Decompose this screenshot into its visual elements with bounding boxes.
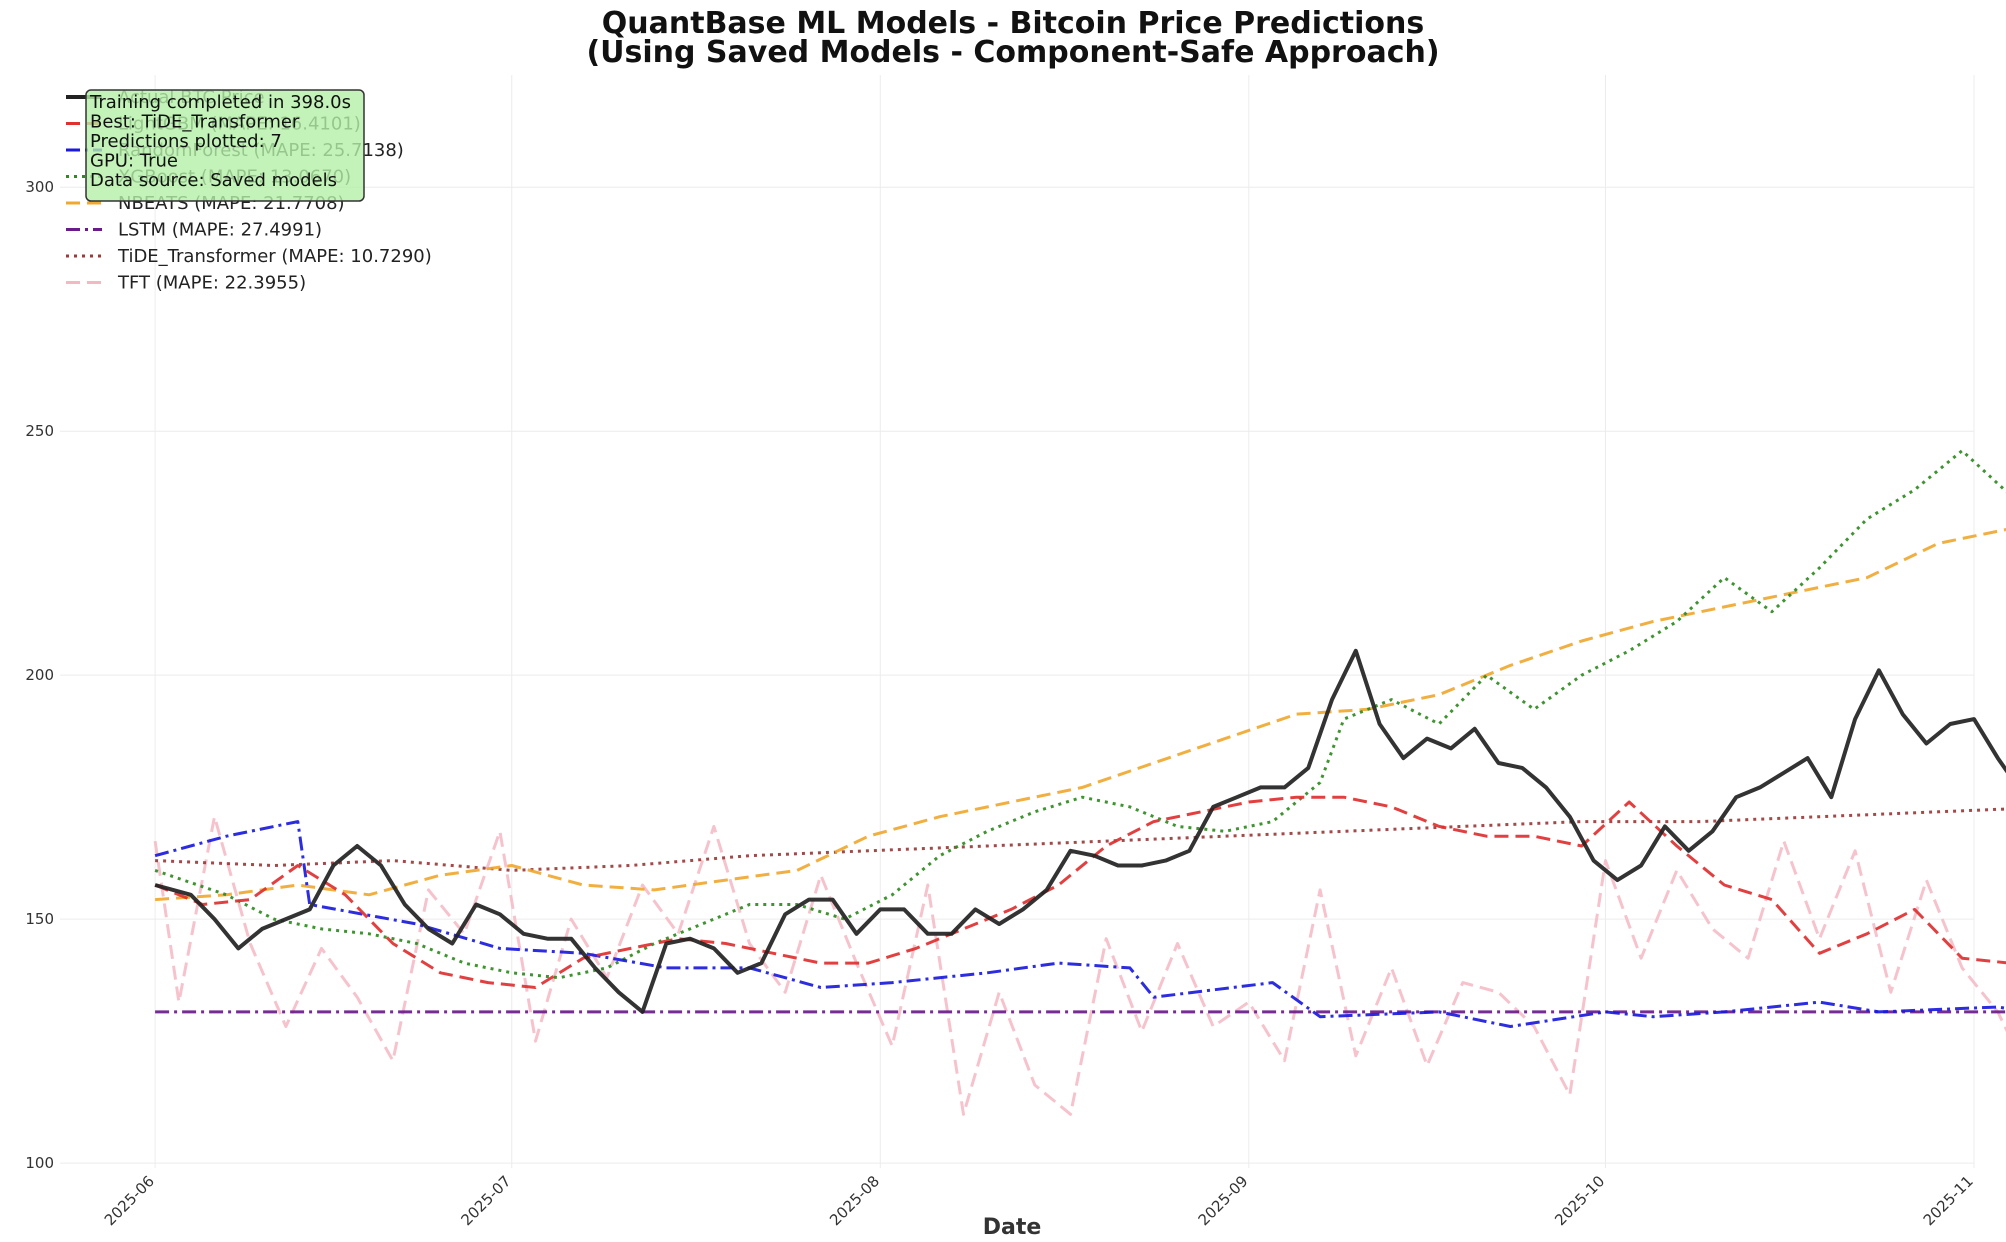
y-tick-label: 150 [25, 910, 54, 928]
series-line-0 [154, 648, 2006, 1014]
info-box-line: Training completed in 398.0s [89, 92, 351, 113]
info-box-line: Predictions plotted: 7 [90, 131, 282, 152]
legend-label: TiDE_Transformer (MAPE: 10.7290) [117, 246, 432, 267]
x-axis-label: Date [983, 1215, 1042, 1240]
chart-title-line1: QuantBase ML Models - Bitcoin Price Pred… [602, 6, 1424, 41]
legend-label: TFT (MAPE: 22.3955) [117, 273, 306, 294]
info-box-line: Best: TiDE_Transformer [90, 112, 300, 133]
chart-title-line2: (Using Saved Models - Component-Safe App… [586, 35, 1439, 70]
series-line-1 [154, 795, 2006, 989]
legend-label: LSTM (MAPE: 27.4991) [118, 220, 322, 241]
series-line-4 [154, 528, 2006, 902]
series-lines [153, 449, 2006, 1116]
y-tick-label: 250 [25, 422, 54, 440]
info-box-line: Data source: Saved models [90, 170, 337, 191]
info-box-background [85, 89, 365, 202]
y-tick-label: 300 [25, 178, 54, 196]
y-axis-ticks: 100 150 200 250 300 [25, 178, 54, 1172]
series-line-3 [154, 449, 2006, 980]
y-tick-label: 200 [25, 666, 54, 684]
y-tick-label: 100 [25, 1154, 54, 1172]
series-line-2 [154, 820, 2006, 1028]
series-line-7 [153, 815, 2006, 1116]
info-box-line: GPU: True [90, 151, 178, 172]
